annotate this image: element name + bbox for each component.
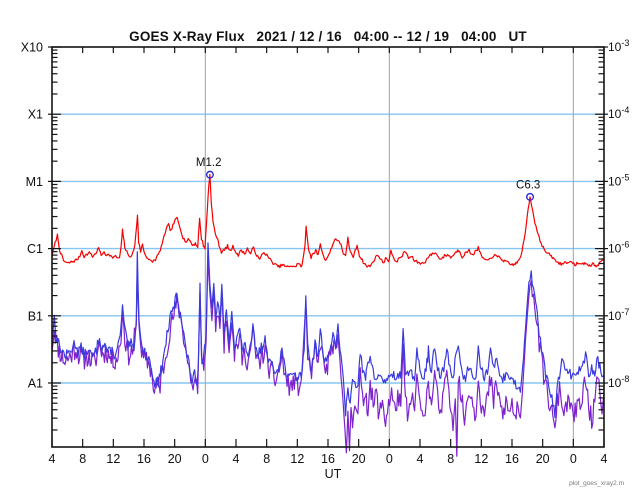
left-axis-label: B1 [28,309,43,323]
left-axis-labels: X10 X1 M1 C1 B1 A1 [21,41,43,391]
right-axis-label: 10-5 [608,172,629,188]
x-tick-label: 0 [386,452,393,466]
x-tick-label: 8 [263,452,270,466]
x-tick-label: 12 [106,452,120,466]
decade-gridlines [52,113,604,384]
series-xray-short-b [51,253,605,457]
x-axis-unit-label: UT [325,467,342,481]
x-tick-label: 4 [601,452,608,466]
x-tick-label: 8 [447,452,454,466]
script-watermark: plot_goes_xray2.m [569,480,624,487]
x-tick-label: 4 [49,452,56,466]
x-tick-label: 12 [290,452,304,466]
axis-ticks [48,46,608,447]
day-gridlines [204,47,574,447]
right-axis-label: 10-7 [608,307,629,323]
right-axis-label: 10-8 [608,374,629,390]
x-tick-label: 4 [233,452,240,466]
flare-annotations: M1.2 C6.3 [196,157,540,201]
chart-title: GOES X-Ray Flux 2021 / 12 / 16 04:00 -- … [129,29,527,44]
flare-label: M1.2 [196,157,222,169]
right-axis-label: 10-3 [608,38,629,54]
flare-label: C6.3 [516,179,540,191]
x-tick-label: 8 [79,452,86,466]
x-tick-label: 16 [505,452,519,466]
left-axis-label: M1 [26,175,43,189]
x-tick-label: 16 [137,452,151,466]
left-axis-label: C1 [27,242,43,256]
x-tick-label: 20 [352,452,366,466]
flare-marker [205,170,214,179]
x-tick-label: 12 [474,452,488,466]
right-axis-label: 10-6 [608,240,629,256]
series-xray-long [51,173,605,269]
left-axis-label: A1 [28,377,43,391]
right-axis-label: 10-4 [608,105,629,121]
x-tick-label: 16 [321,452,335,466]
series-xray-short-a [51,242,605,419]
x-tick-label: 0 [202,452,209,466]
left-axis-label: X10 [21,41,43,55]
x-tick-label: 20 [536,452,550,466]
bottom-axis-labels: 4 8 12 16 20 0 4 8 12 16 20 0 4 8 12 16 20 0 4 UT [49,452,608,481]
flare-marker [526,192,535,201]
right-axis-labels: 10-3 10-4 10-5 10-6 10-7 10-8 [608,38,629,390]
x-tick-label: 20 [168,452,182,466]
x-tick-label: 0 [570,452,577,466]
left-axis-label: X1 [28,108,43,122]
x-tick-label: 4 [417,452,424,466]
